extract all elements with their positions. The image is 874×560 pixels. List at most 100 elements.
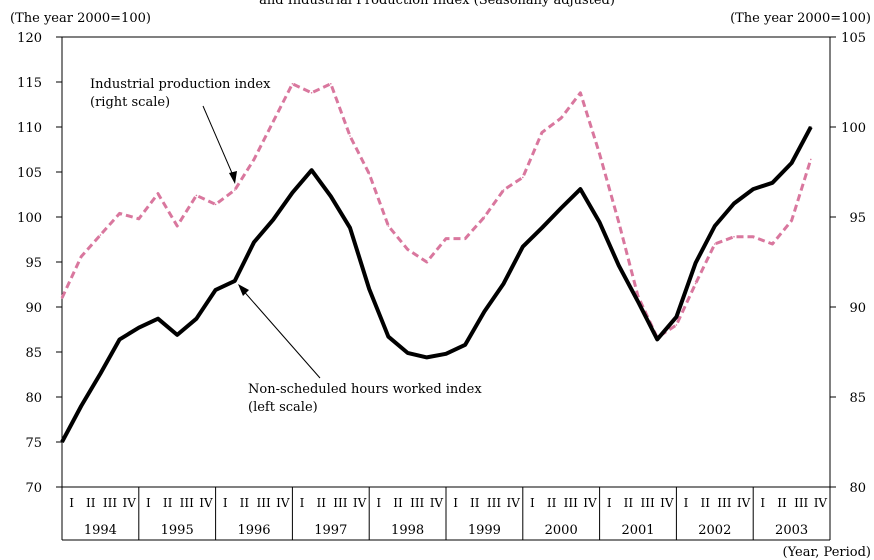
quarter-tick-label: III (180, 496, 194, 510)
quarter-tick-label: II (700, 496, 710, 510)
quarter-tick-label: IV (430, 496, 444, 510)
left-tick-label: 75 (25, 436, 42, 451)
quarter-tick-label: IV (122, 496, 136, 510)
left-tick-label: 105 (17, 166, 42, 181)
quarter-tick-label: II (163, 496, 173, 510)
industrial-production-point (406, 248, 409, 251)
quarter-tick-label: IV (506, 496, 520, 510)
industrial-production-point (733, 236, 735, 238)
hours-worked-point (368, 288, 371, 290)
industrial-production-point (541, 131, 543, 134)
industrial-production-point (387, 225, 390, 227)
hours-worked-point (810, 126, 812, 128)
quarter-tick-label: III (640, 496, 654, 510)
left-tick-label: 90 (25, 301, 42, 316)
hours-worked-line (60, 126, 813, 443)
annotations: Industrial production index (right scale… (90, 77, 482, 415)
industrial-production-point (790, 219, 793, 222)
quarter-tick-label: I (376, 496, 381, 510)
quarter-tick-label: IV (583, 496, 597, 510)
left-tick-label: 80 (25, 391, 42, 406)
quarter-tick-label: IV (353, 496, 367, 510)
left-tick-label: 95 (25, 256, 42, 271)
quarter-tick-label: II (393, 496, 403, 510)
hours-worked-point (733, 202, 735, 205)
quarter-tick-label: IV (276, 496, 290, 510)
hours-worked-point (522, 245, 524, 248)
right-axis-label: (The year 2000=100) (730, 11, 871, 26)
industrial-production-point (330, 83, 332, 85)
quarter-tick-label: III (564, 496, 578, 510)
hours-worked-point (618, 264, 620, 267)
hours-worked-point (387, 335, 390, 338)
quarter-tick-label: I (607, 496, 612, 510)
industrial-production-point (675, 324, 678, 326)
year-tick-label: 1994 (84, 523, 117, 538)
quarter-tick-label: IV (199, 496, 213, 510)
right-tick-label: 95 (849, 211, 866, 226)
left-tick-label: 85 (25, 346, 42, 361)
hours-worked-point (330, 195, 332, 198)
hours-worked-point (118, 338, 121, 341)
ip-label-arrow (202, 105, 236, 181)
industrial-production-point (214, 203, 217, 206)
hours-worked-point (80, 405, 82, 407)
industrial-production-point (349, 135, 351, 137)
industrial-production-point (752, 236, 754, 238)
plot-area (61, 36, 831, 488)
hours-worked-point (291, 191, 294, 194)
industrial-production-point (579, 92, 582, 94)
industrial-production-point (310, 92, 313, 94)
quarter-tick-label: II (316, 496, 326, 510)
hours-worked-point (694, 262, 697, 264)
hours-worked-point (426, 356, 428, 359)
hours-worked-point (790, 162, 793, 164)
hours-worked-point (752, 188, 754, 190)
industrial-production-point (426, 261, 428, 263)
industrial-production-point (234, 189, 236, 191)
hours-worked-point (138, 326, 140, 329)
year-tick-label: 2002 (698, 523, 731, 538)
industrial-production-point (771, 243, 774, 245)
year-tick-label: 2001 (621, 523, 654, 538)
hours-worked-point (483, 310, 486, 313)
quarter-tick-label: I (146, 496, 151, 510)
quarter-tick-label: II (777, 496, 787, 510)
series-layer (60, 82, 813, 443)
left-tick-label: 120 (17, 31, 42, 46)
left-tick-label: 70 (25, 481, 42, 496)
hours-worked-point (310, 169, 313, 171)
industrial-production-point (368, 173, 371, 175)
industrial-production-point (502, 189, 505, 191)
quarter-tick-label: II (547, 496, 557, 510)
quarter-tick-label: I (300, 496, 305, 510)
right-tick-label: 85 (849, 391, 866, 406)
quarter-tick-label: II (240, 496, 250, 510)
quarter-tick-label: I (530, 496, 535, 510)
left-axis-label: (The year 2000=100) (10, 11, 151, 26)
industrial-production-point (598, 153, 601, 155)
quarter-tick-label: IV (814, 496, 828, 510)
hours-worked-point (99, 372, 102, 375)
industrial-production-point (61, 297, 63, 299)
industrial-production-point (483, 216, 486, 218)
industrial-production-point (714, 243, 716, 245)
quarter-tick-label: III (487, 496, 501, 510)
quarter-tick-label: II (470, 496, 480, 510)
quarter-tick-label: II (86, 496, 96, 510)
hours-worked-point (464, 344, 467, 346)
hours-worked-point (637, 300, 639, 303)
quarter-tick-label: I (69, 496, 74, 510)
hours-worked-point (560, 207, 562, 209)
ip-label-arrowhead (229, 171, 237, 184)
quarter-tick-label: III (410, 496, 424, 510)
hours-worked-point (598, 221, 601, 224)
quarter-tick-label: IV (660, 496, 674, 510)
hours-worked-point (579, 188, 582, 190)
hours-worked-point (349, 227, 351, 229)
hours-worked-point (253, 241, 255, 243)
hours-worked-point (157, 317, 159, 320)
industrial-production-point (694, 282, 697, 285)
